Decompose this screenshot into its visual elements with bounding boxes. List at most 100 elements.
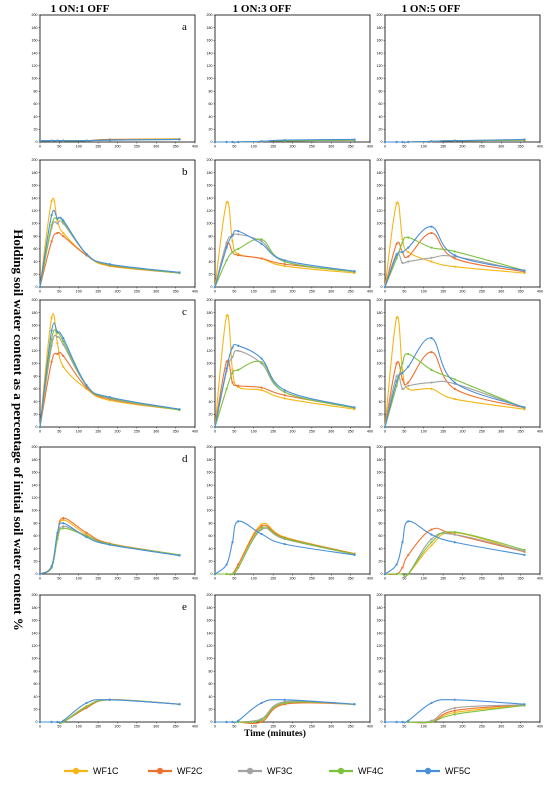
- data-point-wf3c: [231, 356, 234, 359]
- x-tick-label: 300: [328, 290, 334, 294]
- x-axis-label: Time (minutes): [244, 728, 306, 739]
- y-tick-label: 60: [379, 102, 383, 106]
- data-point-wf4c: [401, 241, 404, 244]
- panel-c-2: 0 20 40 60 80 100 120 140 160 180 200 0 50 100 150 200 2…: [207, 298, 374, 433]
- data-point-wf2c: [237, 563, 240, 566]
- panel-c-3: 0 20 40 60 80 100 120 140 160 180 200 0 50 100 150 200 2…: [377, 298, 544, 433]
- data-point-wf5c: [395, 254, 398, 257]
- data-point-wf1c: [231, 368, 234, 371]
- data-point-wf5c: [430, 337, 433, 340]
- data-point-wf2c: [407, 255, 410, 258]
- x-tick-label: 150: [95, 725, 101, 729]
- x-tick-label: 350: [518, 430, 524, 434]
- x-tick-label: 100: [76, 725, 82, 729]
- column-title-2: 1 ON:3 OFF: [233, 3, 292, 15]
- data-point-wf4c: [453, 530, 456, 534]
- legend-swatch-marker-wf4c: [337, 767, 345, 775]
- y-tick-label: 120: [32, 644, 38, 648]
- data-point-wf2c: [260, 720, 263, 724]
- y-tick-label: 160: [32, 39, 38, 43]
- y-tick-label: 60: [34, 534, 38, 538]
- y-tick-label: 100: [207, 77, 213, 81]
- data-point-wf5c: [453, 698, 456, 701]
- data-point-wf2c: [56, 231, 59, 235]
- data-point-wf5c: [231, 140, 234, 144]
- y-tick-label: 200: [377, 593, 383, 597]
- data-point-wf5c: [401, 371, 404, 375]
- y-tick-label: 40: [379, 260, 383, 264]
- x-tick-label: 250: [134, 145, 140, 149]
- data-point-wf3c: [62, 525, 65, 528]
- data-point-wf5c: [50, 329, 53, 332]
- y-tick-label: 140: [207, 336, 213, 340]
- data-point-wf5c: [50, 214, 53, 217]
- data-point-wf1c: [260, 523, 263, 526]
- y-tick-label: 0: [211, 720, 213, 724]
- data-point-wf5c: [353, 138, 356, 141]
- y-tick-label: 120: [207, 64, 213, 68]
- y-tick-label: 180: [377, 311, 383, 315]
- data-point-wf4c: [395, 384, 398, 387]
- data-point-wf2c: [430, 350, 433, 354]
- data-point-wf3c: [401, 387, 404, 390]
- x-tick-label: 200: [290, 577, 296, 581]
- y-tick-label: 100: [377, 222, 383, 226]
- y-tick-label: 160: [207, 471, 213, 475]
- y-tick-label: 140: [207, 51, 213, 55]
- plot-frame: [39, 594, 196, 723]
- data-point-wf5c: [231, 541, 234, 544]
- data-point-wf5c: [178, 703, 181, 706]
- x-tick-label: 50: [232, 430, 236, 434]
- y-tick-label: 0: [36, 140, 38, 144]
- panel-b-3: 0 20 40 60 80 100 120 140 160 180 200 0 50 100 150 200 2…: [377, 158, 544, 293]
- data-point-wf2c: [407, 381, 410, 384]
- x-tick-label: 250: [479, 290, 485, 294]
- y-tick-label: 80: [379, 521, 383, 525]
- x-tick-label: 0: [39, 145, 41, 149]
- y-tick-label: 40: [209, 260, 213, 264]
- data-point-wf4c: [283, 390, 286, 394]
- y-tick-label: 120: [377, 496, 383, 500]
- data-point-wf5c: [231, 720, 234, 724]
- data-point-wf1c: [430, 544, 433, 547]
- data-point-wf1c: [50, 316, 53, 319]
- y-tick-label: 80: [379, 669, 383, 673]
- data-point-wf5c: [453, 381, 456, 384]
- data-point-wf2c: [62, 354, 65, 357]
- data-point-wf5c: [62, 719, 65, 722]
- data-point-wf5c: [56, 139, 59, 142]
- x-tick-label: 250: [479, 725, 485, 729]
- x-tick-label: 0: [39, 725, 41, 729]
- data-point-wf5c: [383, 720, 387, 724]
- data-point-wf4c: [260, 718, 263, 722]
- data-point-wf5c: [383, 425, 387, 429]
- y-tick-label: 140: [207, 196, 213, 200]
- x-tick-label: 50: [57, 577, 61, 581]
- y-tick-label: 180: [207, 458, 213, 462]
- data-point-wf1c: [283, 397, 286, 400]
- data-point-wf5c: [38, 285, 42, 289]
- y-tick-label: 160: [207, 39, 213, 43]
- y-tick-label: 20: [379, 273, 383, 277]
- y-tick-label: 200: [207, 298, 213, 302]
- y-tick-label: 160: [377, 619, 383, 623]
- x-tick-label: 50: [57, 290, 61, 294]
- data-point-wf5c: [225, 246, 228, 249]
- x-tick-label: 250: [309, 577, 315, 581]
- data-point-wf1c: [395, 202, 398, 205]
- x-tick-label: 0: [39, 290, 41, 294]
- x-tick-label: 200: [290, 290, 296, 294]
- x-tick-label: 400: [537, 430, 543, 434]
- data-point-wf5c: [56, 330, 59, 333]
- data-point-wf1c: [453, 265, 456, 268]
- x-tick-label: 50: [402, 430, 406, 434]
- y-tick-label: 160: [377, 324, 383, 328]
- x-tick-label: 100: [421, 725, 427, 729]
- data-point-wf5c: [225, 720, 228, 724]
- data-point-wf5c: [283, 138, 286, 142]
- data-point-wf3c: [407, 260, 410, 263]
- x-tick-label: 300: [153, 430, 159, 434]
- x-tick-label: 250: [309, 290, 315, 294]
- legend-label-wf1c: WF1C: [93, 766, 119, 776]
- x-tick-label: 400: [367, 725, 373, 729]
